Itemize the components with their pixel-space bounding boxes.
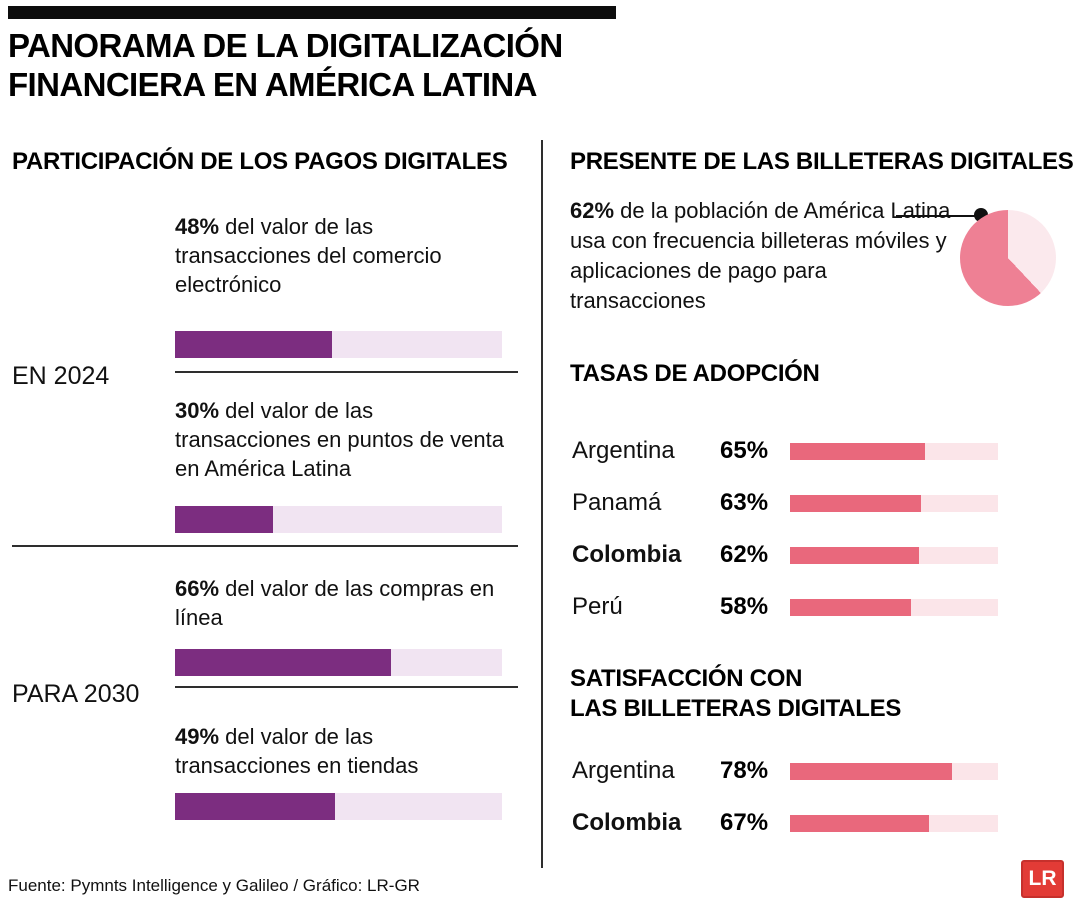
group-divider bbox=[12, 545, 518, 547]
adoption-country-colombia: Colombia bbox=[572, 541, 682, 568]
stat-online-2030-text: del valor de las compras en línea bbox=[175, 576, 495, 630]
bar-pos-2024-fill bbox=[175, 506, 274, 533]
adoption-pct-argentina: 65% bbox=[720, 437, 769, 464]
stat-online-2030-pct: 66% bbox=[175, 576, 220, 601]
adoption-bar-panama-fill bbox=[790, 494, 922, 512]
adoption-row-peru: Perú 58% bbox=[572, 592, 1012, 622]
bar-online-2030 bbox=[175, 649, 502, 676]
stat-ecommerce-2024: 48% del valor de las transacciones del c… bbox=[175, 212, 509, 299]
group-label-2024: EN 2024 bbox=[12, 362, 110, 390]
satisfaction-bar-colombia-fill bbox=[790, 814, 930, 832]
satisfaction-pct-argentina: 78% bbox=[720, 757, 769, 784]
adoption-bar-colombia bbox=[790, 546, 998, 564]
bar-pos-2024 bbox=[175, 506, 502, 533]
bar-stores-2030-fill bbox=[175, 793, 336, 820]
adoption-pct-colombia: 62% bbox=[720, 541, 769, 568]
adoption-pct-panama: 63% bbox=[720, 489, 769, 516]
column-divider bbox=[541, 140, 543, 868]
pie-description: 62% de la población de América Latina us… bbox=[570, 196, 955, 316]
stat-pos-2024: 30% del valor de las transacciones en pu… bbox=[175, 396, 509, 483]
stat-ecommerce-2024-pct: 48% bbox=[175, 214, 220, 239]
item-divider-2 bbox=[175, 686, 518, 688]
bar-ecommerce-2024-fill bbox=[175, 331, 332, 358]
item-divider-1 bbox=[175, 371, 518, 373]
lr-logo: LR bbox=[1021, 860, 1064, 898]
bar-online-2030-fill bbox=[175, 649, 391, 676]
satisfaction-country-colombia: Colombia bbox=[572, 809, 682, 836]
stat-pos-2024-pct: 30% bbox=[175, 398, 220, 423]
satisfaction-bar-argentina bbox=[790, 762, 998, 780]
satisfaction-country-argentina: Argentina bbox=[572, 757, 675, 784]
adoption-country-peru: Perú bbox=[572, 593, 623, 620]
satisfaction-bar-argentina-fill bbox=[790, 762, 953, 780]
stat-online-2030: 66% del valor de las compras en línea bbox=[175, 574, 509, 632]
adoption-bar-colombia-fill bbox=[790, 546, 919, 564]
stat-pos-2024-text: del valor de las transacciones en puntos… bbox=[175, 398, 505, 481]
pie-callout-line bbox=[896, 215, 978, 217]
adoption-bar-peru-fill bbox=[790, 598, 911, 616]
adoption-country-argentina: Argentina bbox=[572, 437, 675, 464]
left-section-header: PARTICIPACIÓN DE LOS PAGOS DIGITALES bbox=[12, 148, 508, 175]
satisfaction-row-colombia: Colombia 67% bbox=[572, 808, 1012, 838]
satisfaction-header: SATISFACCIÓN CON LAS BILLETERAS DIGITALE… bbox=[570, 664, 901, 724]
satisfaction-bar-colombia bbox=[790, 814, 998, 832]
adoption-pct-peru: 58% bbox=[720, 593, 769, 620]
adoption-bar-panama bbox=[790, 494, 998, 512]
bar-ecommerce-2024 bbox=[175, 331, 502, 358]
adoption-country-panama: Panamá bbox=[572, 489, 662, 516]
stat-stores-2030-pct: 49% bbox=[175, 724, 220, 749]
title-accent-bar bbox=[8, 6, 616, 19]
page-title-line2: FINANCIERA EN AMÉRICA LATINA bbox=[8, 66, 538, 103]
satisfaction-pct-colombia: 67% bbox=[720, 809, 769, 836]
bar-stores-2030 bbox=[175, 793, 502, 820]
satisfaction-header-line1: SATISFACCIÓN CON bbox=[570, 665, 803, 692]
adoption-row-panama: Panamá 63% bbox=[572, 488, 1012, 518]
stat-ecommerce-2024-text: del valor de las transacciones del comer… bbox=[175, 214, 442, 297]
adoption-bar-argentina-fill bbox=[790, 442, 926, 460]
pie-chart bbox=[960, 210, 1056, 306]
satisfaction-row-argentina: Argentina 78% bbox=[572, 756, 1012, 786]
page-title-line1: PANORAMA DE LA DIGITALIZACIÓN bbox=[8, 27, 563, 64]
source-credit: Fuente: Pymnts Intelligence y Galileo / … bbox=[8, 876, 420, 895]
adoption-row-colombia: Colombia 62% bbox=[572, 540, 1012, 570]
stat-stores-2030-text: del valor de las transacciones en tienda… bbox=[175, 724, 419, 778]
stat-stores-2030: 49% del valor de las transacciones en ti… bbox=[175, 722, 509, 780]
page-title: PANORAMA DE LA DIGITALIZACIÓN FINANCIERA… bbox=[8, 26, 563, 104]
satisfaction-header-line2: LAS BILLETERAS DIGITALES bbox=[570, 695, 902, 722]
adoption-header: TASAS DE ADOPCIÓN bbox=[570, 360, 820, 387]
group-label-2030: PARA 2030 bbox=[12, 680, 140, 708]
right-section-header: PRESENTE DE LAS BILLETERAS DIGITALES bbox=[570, 148, 1074, 175]
pie-description-pct: 62% bbox=[570, 198, 615, 223]
adoption-bar-peru bbox=[790, 598, 998, 616]
adoption-row-argentina: Argentina 65% bbox=[572, 436, 1012, 466]
pie-description-text: de la población de América Latina usa co… bbox=[570, 198, 951, 313]
adoption-bar-argentina bbox=[790, 442, 998, 460]
